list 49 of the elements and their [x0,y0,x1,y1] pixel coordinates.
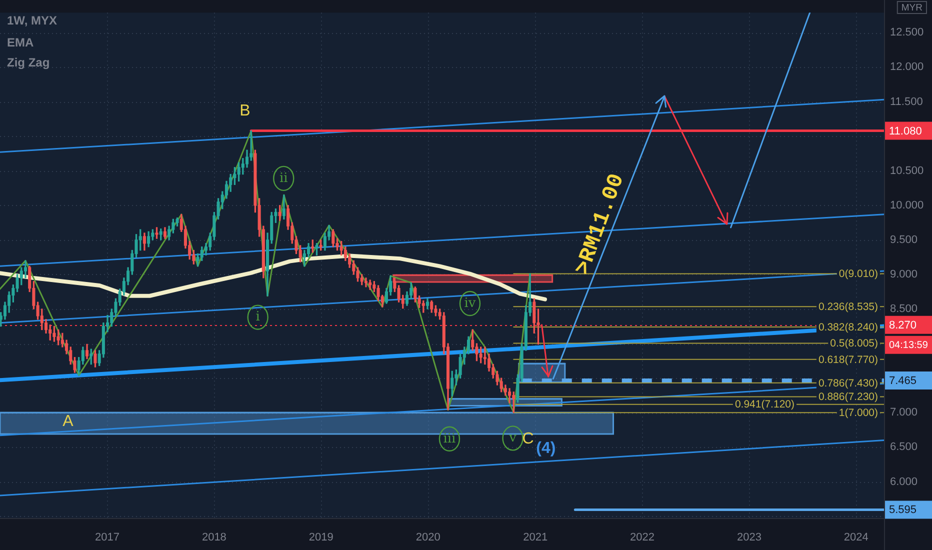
annotation: EMA [7,35,34,50]
annotation: B [240,102,250,120]
x-tick-label: 2017 [95,532,120,544]
y-tick-label: 7.000 [890,406,918,419]
y-tick-label: 9.000 [890,268,918,280]
annotation: v [508,430,518,446]
data-label: 0.236(8.535) [818,300,878,313]
data-label: 0.941(7.120) [734,398,794,411]
x-tick-label: 2024 [844,532,868,544]
x-tick-label: 2022 [630,532,655,544]
annotation: Zig Zag [7,55,50,70]
data-label: 5.595 [889,504,917,516]
y-tick-label: 12.500 [890,26,924,39]
data-label: 1(7.000) [838,407,878,420]
x-tick-label: 2019 [308,532,334,544]
annotation: iv [464,296,476,311]
annotation: iii [443,431,456,446]
y-tick-label: 8.500 [890,303,918,316]
ref-line-label: 8.270 [889,319,917,332]
y-tick-label: 12.000 [890,61,924,74]
data-label: 11.080 [889,125,922,138]
data-label: 0.382(8.240) [818,321,878,334]
candlestick [508,388,512,404]
data-label: 0(9.010) [838,268,878,280]
x-tick-label: 2018 [202,532,226,544]
data-label: 7.465 [889,375,917,388]
x-tick-label: 2020 [416,532,440,544]
annotation: ii [279,170,288,186]
text: MYR [901,2,923,14]
candlestick [364,278,368,288]
annotation: (4) [536,440,556,458]
candlestick [368,280,372,290]
y-tick-label: 9.500 [890,234,918,246]
annotation: C [522,430,534,448]
annotation: A [62,412,74,430]
annotation: i [256,310,260,325]
y-tick-label: 6.000 [890,476,918,488]
chart-title: 1W, MYX [7,13,58,28]
data-label: 0.5(8.005) [830,338,878,350]
y-tick-label: 11.500 [890,96,923,108]
data-label: 0.786(7.430) [818,377,878,390]
data-label: 0.618(7.770) [818,354,878,366]
x-tick-label: 2023 [736,532,762,544]
y-tick-label: 10.000 [890,199,924,212]
y-tick-label: 6.500 [890,441,918,454]
x-tick-label: 2021 [523,532,548,544]
y-tick-label: 10.500 [890,164,924,177]
data-label: 0.886(7.230) [818,391,878,404]
text: 04:13:59 [889,340,928,352]
